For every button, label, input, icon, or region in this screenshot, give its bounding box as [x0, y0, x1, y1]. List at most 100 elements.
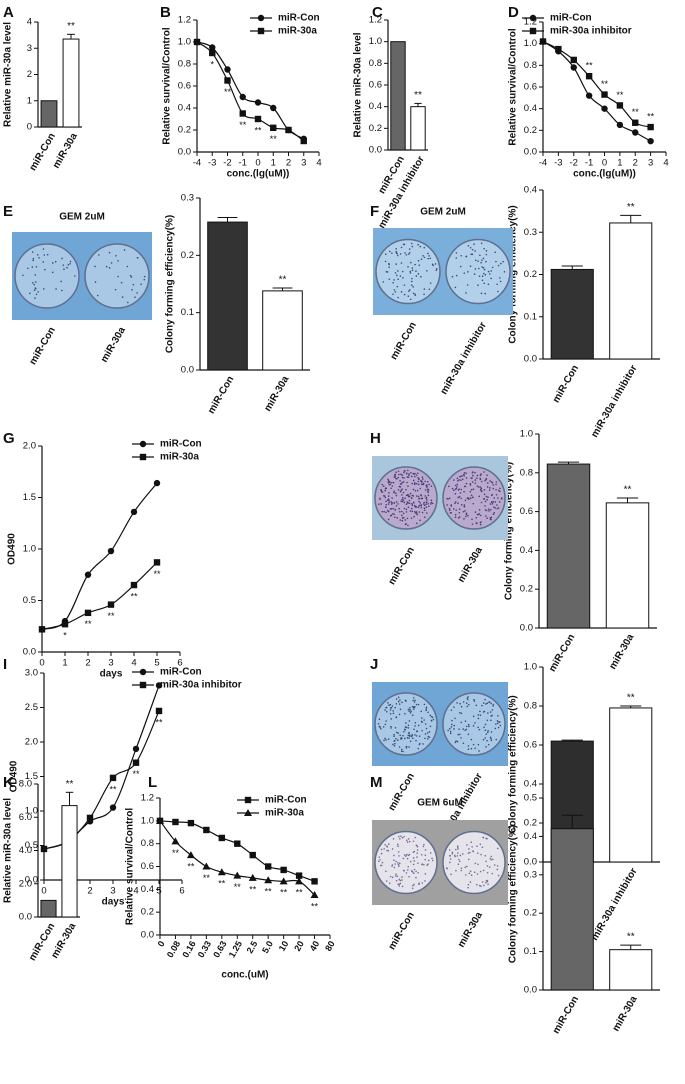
dish-colony	[454, 516, 457, 519]
y-tick-label: 6.0	[19, 812, 32, 823]
dish-colony	[126, 265, 129, 268]
y-tick-label: 0.1	[181, 307, 194, 318]
dish-colony	[421, 478, 424, 480]
dish-colony	[450, 511, 453, 514]
dish-colony	[414, 699, 416, 702]
dish-colony	[451, 723, 453, 726]
dish-colony	[415, 844, 418, 847]
dish-colony	[406, 853, 408, 856]
data-point	[616, 121, 624, 129]
dish-colony	[51, 271, 54, 274]
dish-colony	[487, 508, 490, 510]
dish-colony	[61, 289, 63, 292]
dish-colony	[388, 882, 391, 885]
y-tick-label: 0.3	[181, 193, 194, 204]
dish-title: GEM 2uM	[59, 212, 105, 223]
dish-colony	[484, 505, 486, 507]
dish-colony	[450, 726, 453, 728]
dish-colony	[485, 733, 488, 735]
dish	[14, 243, 80, 309]
y-tick-label: 0.6	[520, 506, 533, 517]
dish-colony	[410, 735, 413, 738]
data-point	[233, 871, 242, 879]
dish-colony	[411, 503, 413, 505]
dish-colony	[475, 259, 477, 262]
dish-colony	[486, 517, 488, 519]
dish-colony	[491, 872, 494, 875]
dish-colony	[418, 264, 421, 266]
dish-colony	[469, 265, 472, 268]
dish-colony	[490, 518, 492, 521]
dish-colony	[385, 739, 387, 741]
dish-colony	[408, 840, 411, 843]
dish-colony	[394, 291, 397, 293]
dish-colony	[448, 849, 451, 851]
dish-colony	[427, 489, 430, 491]
dish-colony	[474, 479, 477, 481]
dish-colony	[399, 519, 401, 521]
bar	[262, 290, 303, 371]
dish	[442, 466, 506, 530]
dish-colony	[458, 508, 461, 511]
dish-colony	[497, 714, 499, 717]
dish-colony	[489, 480, 491, 482]
dish-colony	[384, 489, 386, 492]
dish-colony	[423, 288, 426, 290]
dish	[374, 692, 438, 756]
dish-colony	[425, 708, 428, 710]
x-tick-label: 0.16	[180, 939, 197, 959]
dish-colony	[489, 711, 492, 713]
dish-colony	[405, 746, 408, 748]
dish-colony	[486, 731, 489, 734]
dish-colony	[470, 874, 473, 877]
y-tick-label: 1.0	[25, 806, 38, 817]
data-point	[585, 92, 593, 99]
dish-label: miR-30a	[456, 545, 485, 585]
dish-colony	[397, 503, 399, 505]
dish-colony	[450, 504, 453, 506]
dish-colony	[401, 500, 404, 503]
dish-colony	[465, 728, 468, 731]
dish-colony	[401, 481, 404, 484]
dish-colony	[402, 857, 405, 860]
dish-colony	[497, 264, 500, 267]
dish-colony	[451, 851, 454, 854]
dish-colony	[418, 483, 420, 486]
data-point	[193, 38, 201, 46]
dish-colony	[487, 482, 489, 484]
y-tick-label: 0.4	[369, 101, 382, 112]
dish-colony	[401, 519, 403, 522]
significance: **	[67, 21, 75, 32]
dish-colony	[415, 275, 418, 277]
dish-colony	[392, 838, 395, 840]
dish-colony	[478, 267, 480, 270]
dish-colony	[404, 699, 407, 702]
dish-colony	[502, 260, 504, 263]
y-tick-label: 1.0	[178, 37, 191, 48]
dish-colony	[483, 282, 486, 285]
dish-colony	[403, 737, 406, 740]
y-axis-label: Relative survival/Control	[162, 27, 173, 144]
series-line	[196, 41, 305, 142]
dish-colony	[407, 266, 409, 268]
dish-colony	[114, 288, 117, 291]
series-line	[41, 482, 158, 630]
dish-colony	[384, 843, 386, 846]
dish-colony	[470, 253, 473, 256]
dish-colony	[401, 748, 403, 751]
dish-colony	[483, 493, 486, 496]
dish-colony	[487, 729, 489, 732]
x-tick-label: -1	[585, 158, 593, 169]
y-tick-label: 0.4	[524, 831, 537, 842]
dish-colony	[397, 270, 399, 272]
dish-colony	[143, 278, 146, 281]
dish-colony	[396, 254, 399, 257]
dish-colony	[412, 737, 414, 740]
dish-colony	[479, 254, 481, 257]
x-tick-label: 1	[271, 158, 276, 169]
dish-colony	[378, 856, 381, 858]
dish-colony	[407, 708, 410, 711]
dish-colony	[462, 742, 465, 745]
dish-colony	[471, 253, 474, 256]
x-tick-label: 0.63	[211, 939, 228, 959]
